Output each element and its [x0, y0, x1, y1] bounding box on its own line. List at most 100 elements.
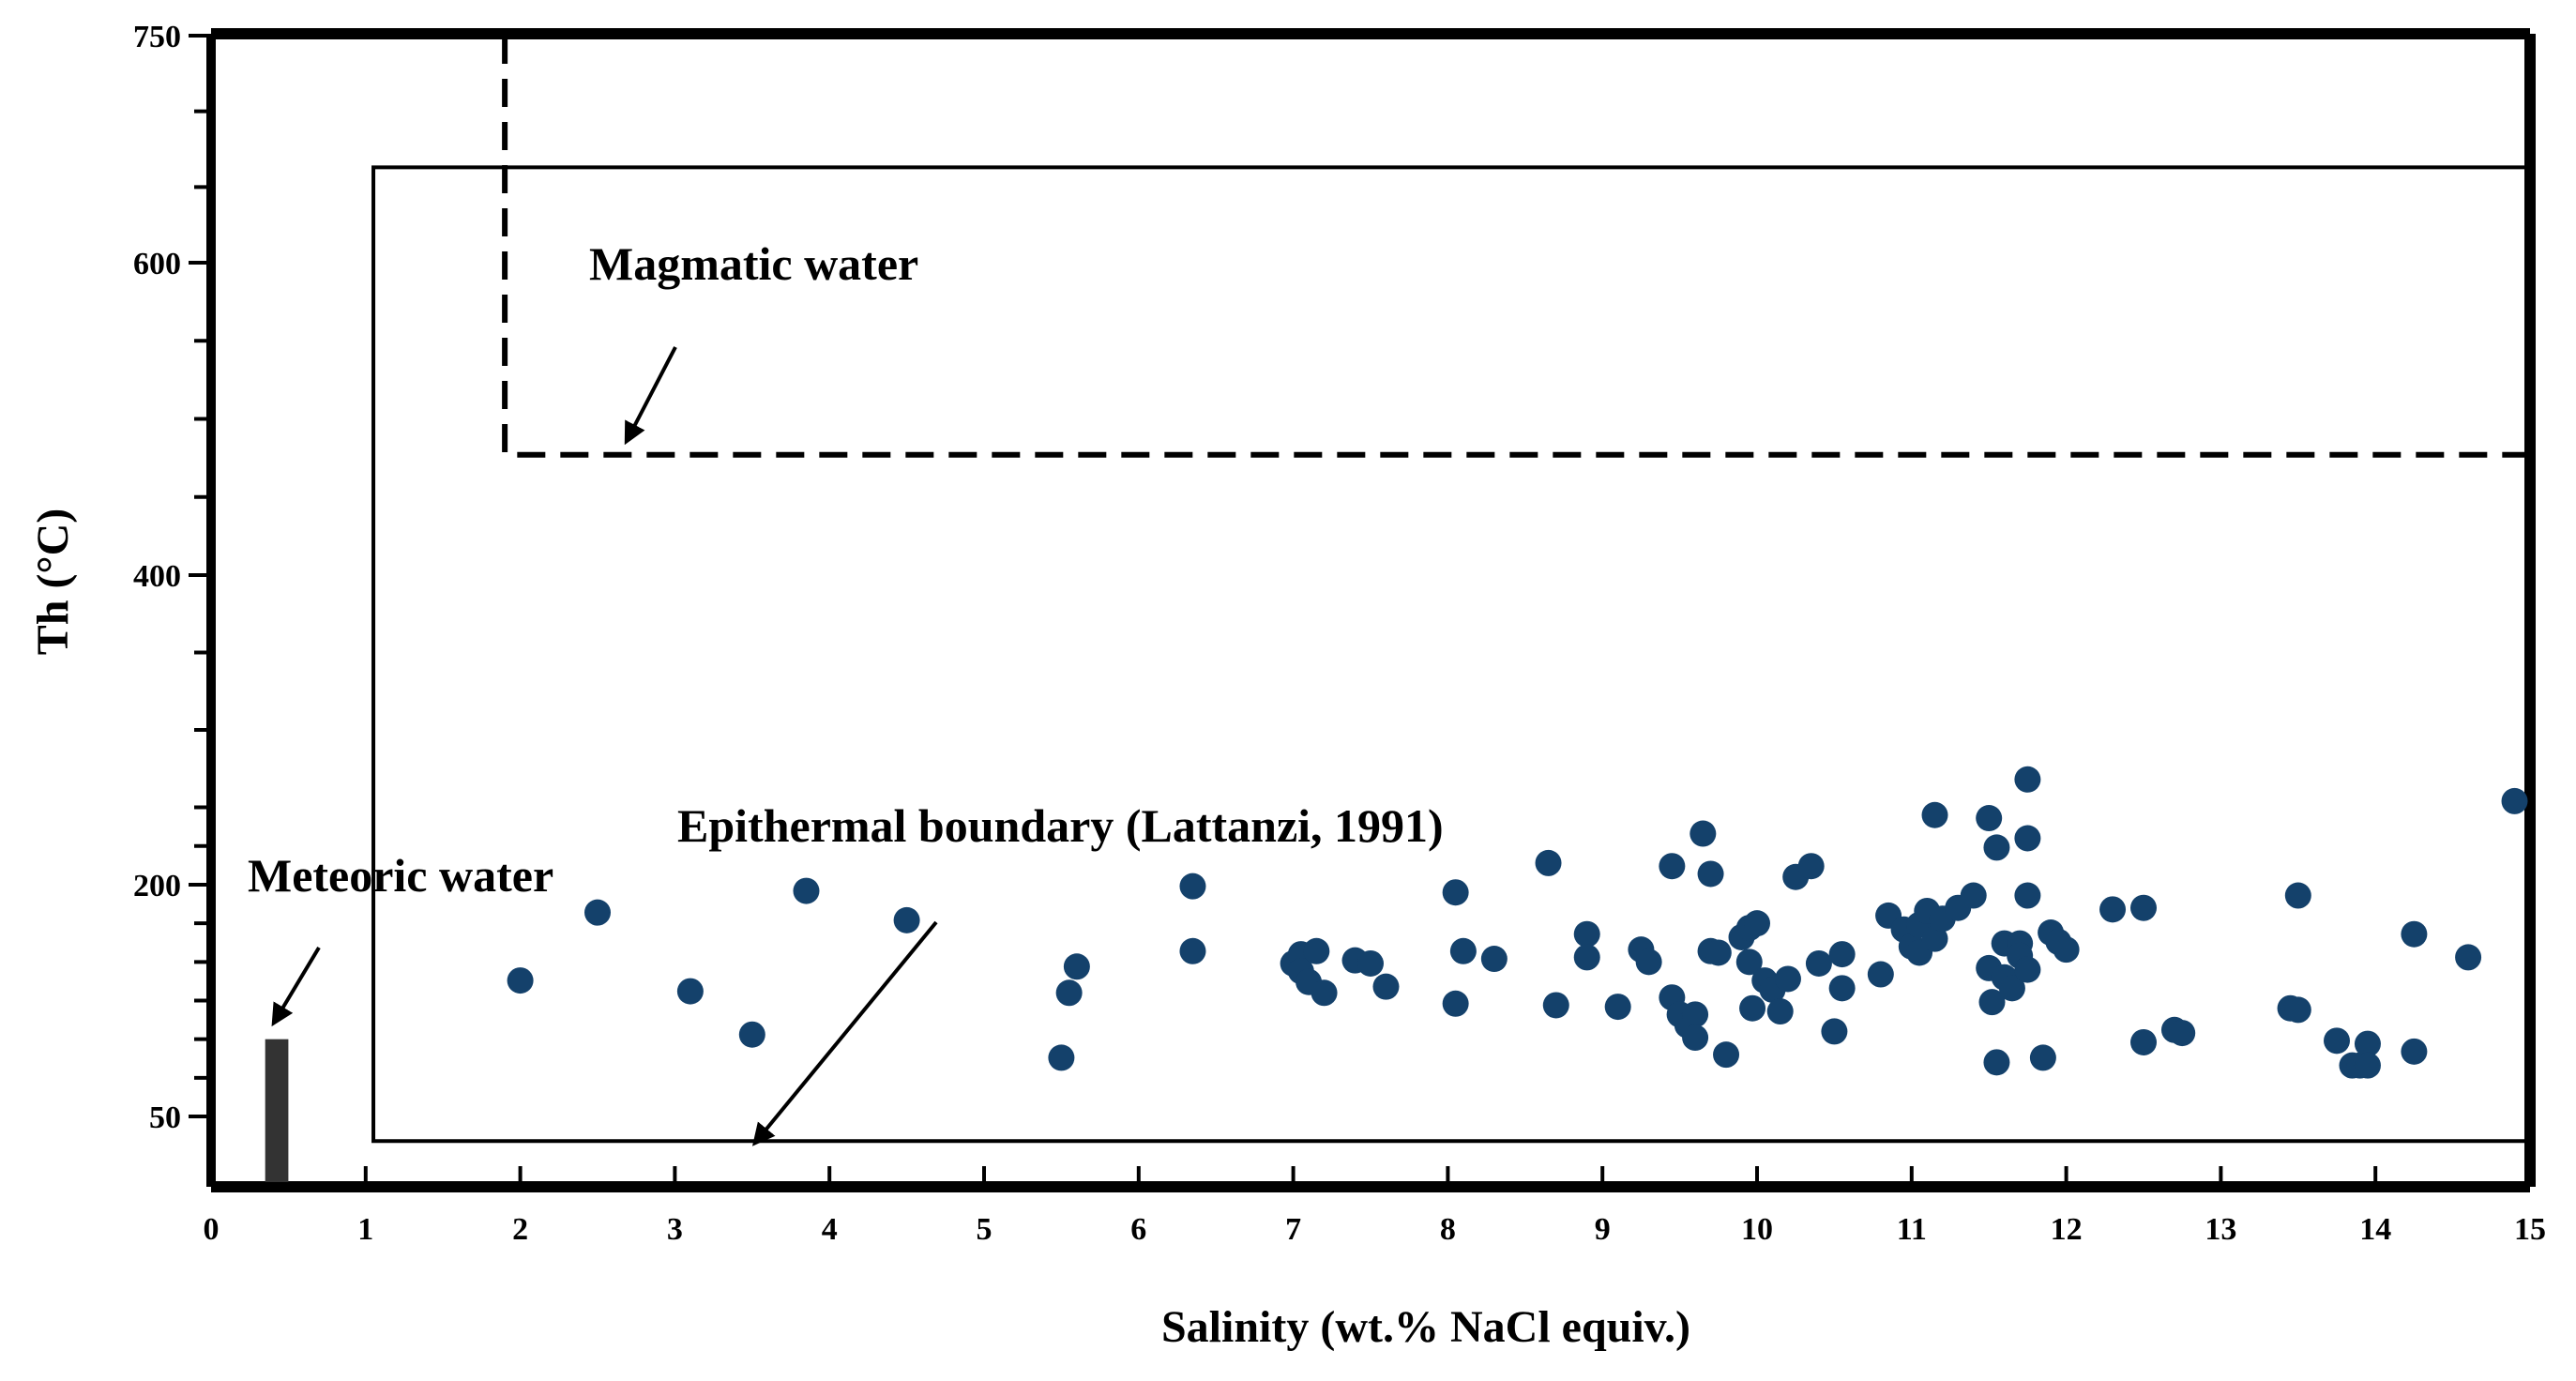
data-point: [1682, 1024, 1709, 1052]
data-point: [1449, 937, 1477, 964]
data-point: [1976, 805, 2003, 832]
data-point: [1573, 920, 1600, 948]
meteoric-water-label: Meteoric water: [248, 849, 553, 902]
data-point: [2324, 1027, 2350, 1055]
data-point: [507, 967, 534, 994]
x-tick-label: 9: [1595, 1212, 1611, 1247]
data-point: [2130, 894, 2157, 921]
data-point: [1705, 939, 1732, 966]
data-point: [1828, 975, 1856, 1002]
data-point: [584, 899, 611, 926]
data-point: [2014, 956, 2041, 983]
data-point: [1983, 1049, 2010, 1076]
data-point: [1805, 949, 1832, 977]
y-axis-title: Th (°C): [28, 508, 78, 656]
epithermal-boundary-region: [371, 165, 2532, 1144]
data-point: [1697, 860, 1724, 888]
data-point: [1635, 948, 1662, 976]
x-tick-label: 12: [2051, 1212, 2083, 1247]
data-point: [2455, 944, 2482, 971]
data-point: [1828, 941, 1856, 968]
plot-area: [206, 28, 2536, 1192]
data-point: [2169, 1020, 2196, 1047]
data-point: [1921, 925, 1948, 952]
y-tick-label: 600: [133, 247, 181, 281]
data-point: [2053, 936, 2080, 964]
magmatic-arrow: [624, 346, 677, 446]
x-tick-label: 5: [977, 1212, 993, 1247]
x-axis-title: Salinity (wt.% NaCl equiv.): [1161, 1302, 1690, 1352]
data-point: [2099, 896, 2127, 923]
data-point: [1063, 953, 1090, 980]
data-point: [1372, 973, 1400, 1000]
annotation-layer: Magmatic water Epithermal boundary (Latta…: [248, 237, 1444, 1146]
x-tick-label: 4: [822, 1212, 838, 1247]
data-point: [1442, 990, 1469, 1017]
data-point: [1821, 1018, 1848, 1045]
data-point: [1573, 944, 1600, 971]
data-point: [1713, 1041, 1740, 1069]
data-point: [1735, 948, 1763, 976]
data-point: [1179, 937, 1206, 964]
data-point: [1998, 975, 2025, 1002]
x-tick-label: 8: [1440, 1212, 1456, 1247]
data-point: [1535, 849, 1562, 876]
data-point: [1774, 965, 1801, 993]
data-point: [1048, 1044, 1075, 1071]
data-point: [1442, 879, 1469, 906]
data-point: [1659, 853, 1686, 880]
data-point: [1739, 994, 1766, 1022]
y-tick-label: 50: [149, 1100, 181, 1135]
region-layer: [265, 36, 2532, 1182]
data-point: [1960, 882, 1987, 909]
x-tick-label: 13: [2205, 1212, 2236, 1247]
data-point: [1690, 820, 1717, 847]
data-point: [893, 906, 920, 933]
y-tick-label: 750: [133, 20, 181, 54]
data-point: [793, 877, 820, 904]
data-point: [1303, 937, 1330, 964]
epithermal-boundary-label: Epithermal boundary (Lattanzi, 1991): [677, 799, 1444, 852]
data-point: [1867, 961, 1894, 988]
data-point: [1179, 873, 1206, 900]
data-point: [2501, 787, 2528, 814]
data-point: [1797, 853, 1825, 880]
data-point: [1682, 1001, 1709, 1028]
data-point: [2284, 996, 2311, 1024]
data-point: [2284, 882, 2311, 909]
data-point: [2014, 882, 2041, 909]
data-point: [1744, 910, 1770, 937]
data-point: [2029, 1044, 2056, 1071]
x-tick-label: 0: [204, 1212, 220, 1247]
meteoric-water-bar: [265, 1039, 289, 1182]
data-point: [2130, 1028, 2157, 1055]
y-tick-label: 400: [133, 559, 181, 594]
data-point: [738, 1021, 765, 1048]
data-point: [1357, 949, 1384, 977]
x-tick-label: 7: [1285, 1212, 1301, 1247]
x-tick-label: 3: [667, 1212, 683, 1247]
epithermal-arrow: [751, 920, 938, 1146]
meteoric-arrow: [271, 946, 321, 1027]
data-point: [1311, 979, 1338, 1007]
x-tick-label: 14: [2359, 1212, 2391, 1247]
x-tick-label: 11: [1897, 1212, 1927, 1247]
x-tick-label: 6: [1130, 1212, 1146, 1247]
data-point: [1983, 834, 2010, 861]
magmatic-water-label: Magmatic water: [589, 237, 918, 290]
data-point: [2401, 1038, 2428, 1065]
data-point: [2354, 1052, 2381, 1079]
x-tick-label: 1: [357, 1212, 373, 1247]
data-point: [2354, 1030, 2381, 1057]
x-tick-label: 15: [2514, 1212, 2546, 1247]
data-point: [1921, 801, 1948, 828]
data-point: [1480, 946, 1508, 973]
magmatic-water-region: [502, 36, 2530, 458]
data-point: [1604, 994, 1631, 1021]
data-point: [2014, 766, 2041, 793]
data-point: [1978, 989, 2006, 1016]
data-point: [1055, 979, 1083, 1007]
data-point: [1542, 992, 1569, 1019]
